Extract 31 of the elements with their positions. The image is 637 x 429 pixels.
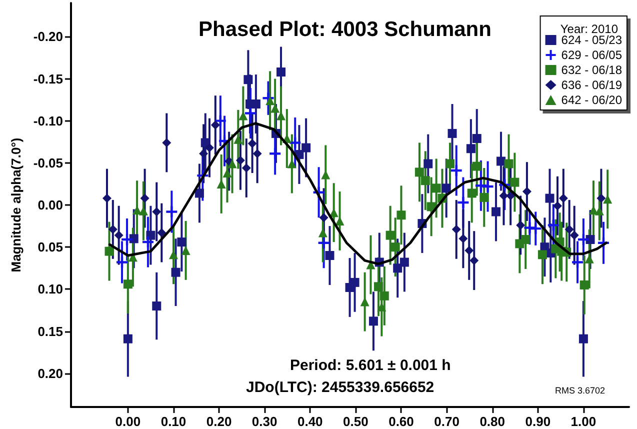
y-tick-label: 0.10 — [38, 282, 63, 297]
x-tick-label: 0.00 — [115, 414, 141, 429]
y-tick-label: -0.10 — [33, 113, 63, 128]
y-axis-title: Magnitude alpha(7.0°) — [8, 138, 24, 272]
annotation: JDo(LTC): 2455339.656652 — [246, 379, 434, 396]
y-tick-label: -0.05 — [33, 155, 63, 170]
y-tick-label: 0.00 — [38, 198, 63, 212]
y-tick-label: -0.20 — [33, 29, 63, 44]
x-tick-label: 0.10 — [160, 414, 186, 429]
y-tick-label: 0.15 — [38, 324, 63, 339]
y-tick-label: 0.05 — [38, 240, 63, 255]
x-tick-label: 0.70 — [434, 414, 460, 429]
x-tick-label: 0.30 — [252, 414, 278, 429]
legend-label: 624 - 05/23 — [561, 33, 622, 47]
x-tick-label: 0.40 — [297, 414, 323, 429]
legend-label: 632 - 06/18 — [561, 63, 622, 77]
annotation: Period: 5.601 ± 0.001 h — [290, 357, 451, 374]
x-tick-label: 0.20 — [206, 414, 232, 429]
text: Phased Plot: 4003 Schumann — [198, 18, 492, 41]
x-tick-label: 1.00 — [570, 414, 596, 429]
x-tick-label: 0.60 — [388, 414, 414, 429]
legend-label: 629 - 06/05 — [561, 48, 622, 62]
annotation: RMS 3.6702 — [555, 386, 606, 396]
x-tick-label: 0.90 — [525, 414, 551, 429]
x-tick-label: 0.80 — [480, 414, 506, 429]
legend-label: 636 - 06/19 — [561, 78, 622, 92]
x-tick-label: 0.50 — [343, 414, 368, 429]
legend-label: 642 - 06/20 — [561, 93, 622, 107]
y-tick-label: -0.15 — [33, 71, 63, 86]
y-tick-label: 0.20 — [38, 366, 63, 381]
legend-title: Year: 2010 — [560, 22, 618, 36]
